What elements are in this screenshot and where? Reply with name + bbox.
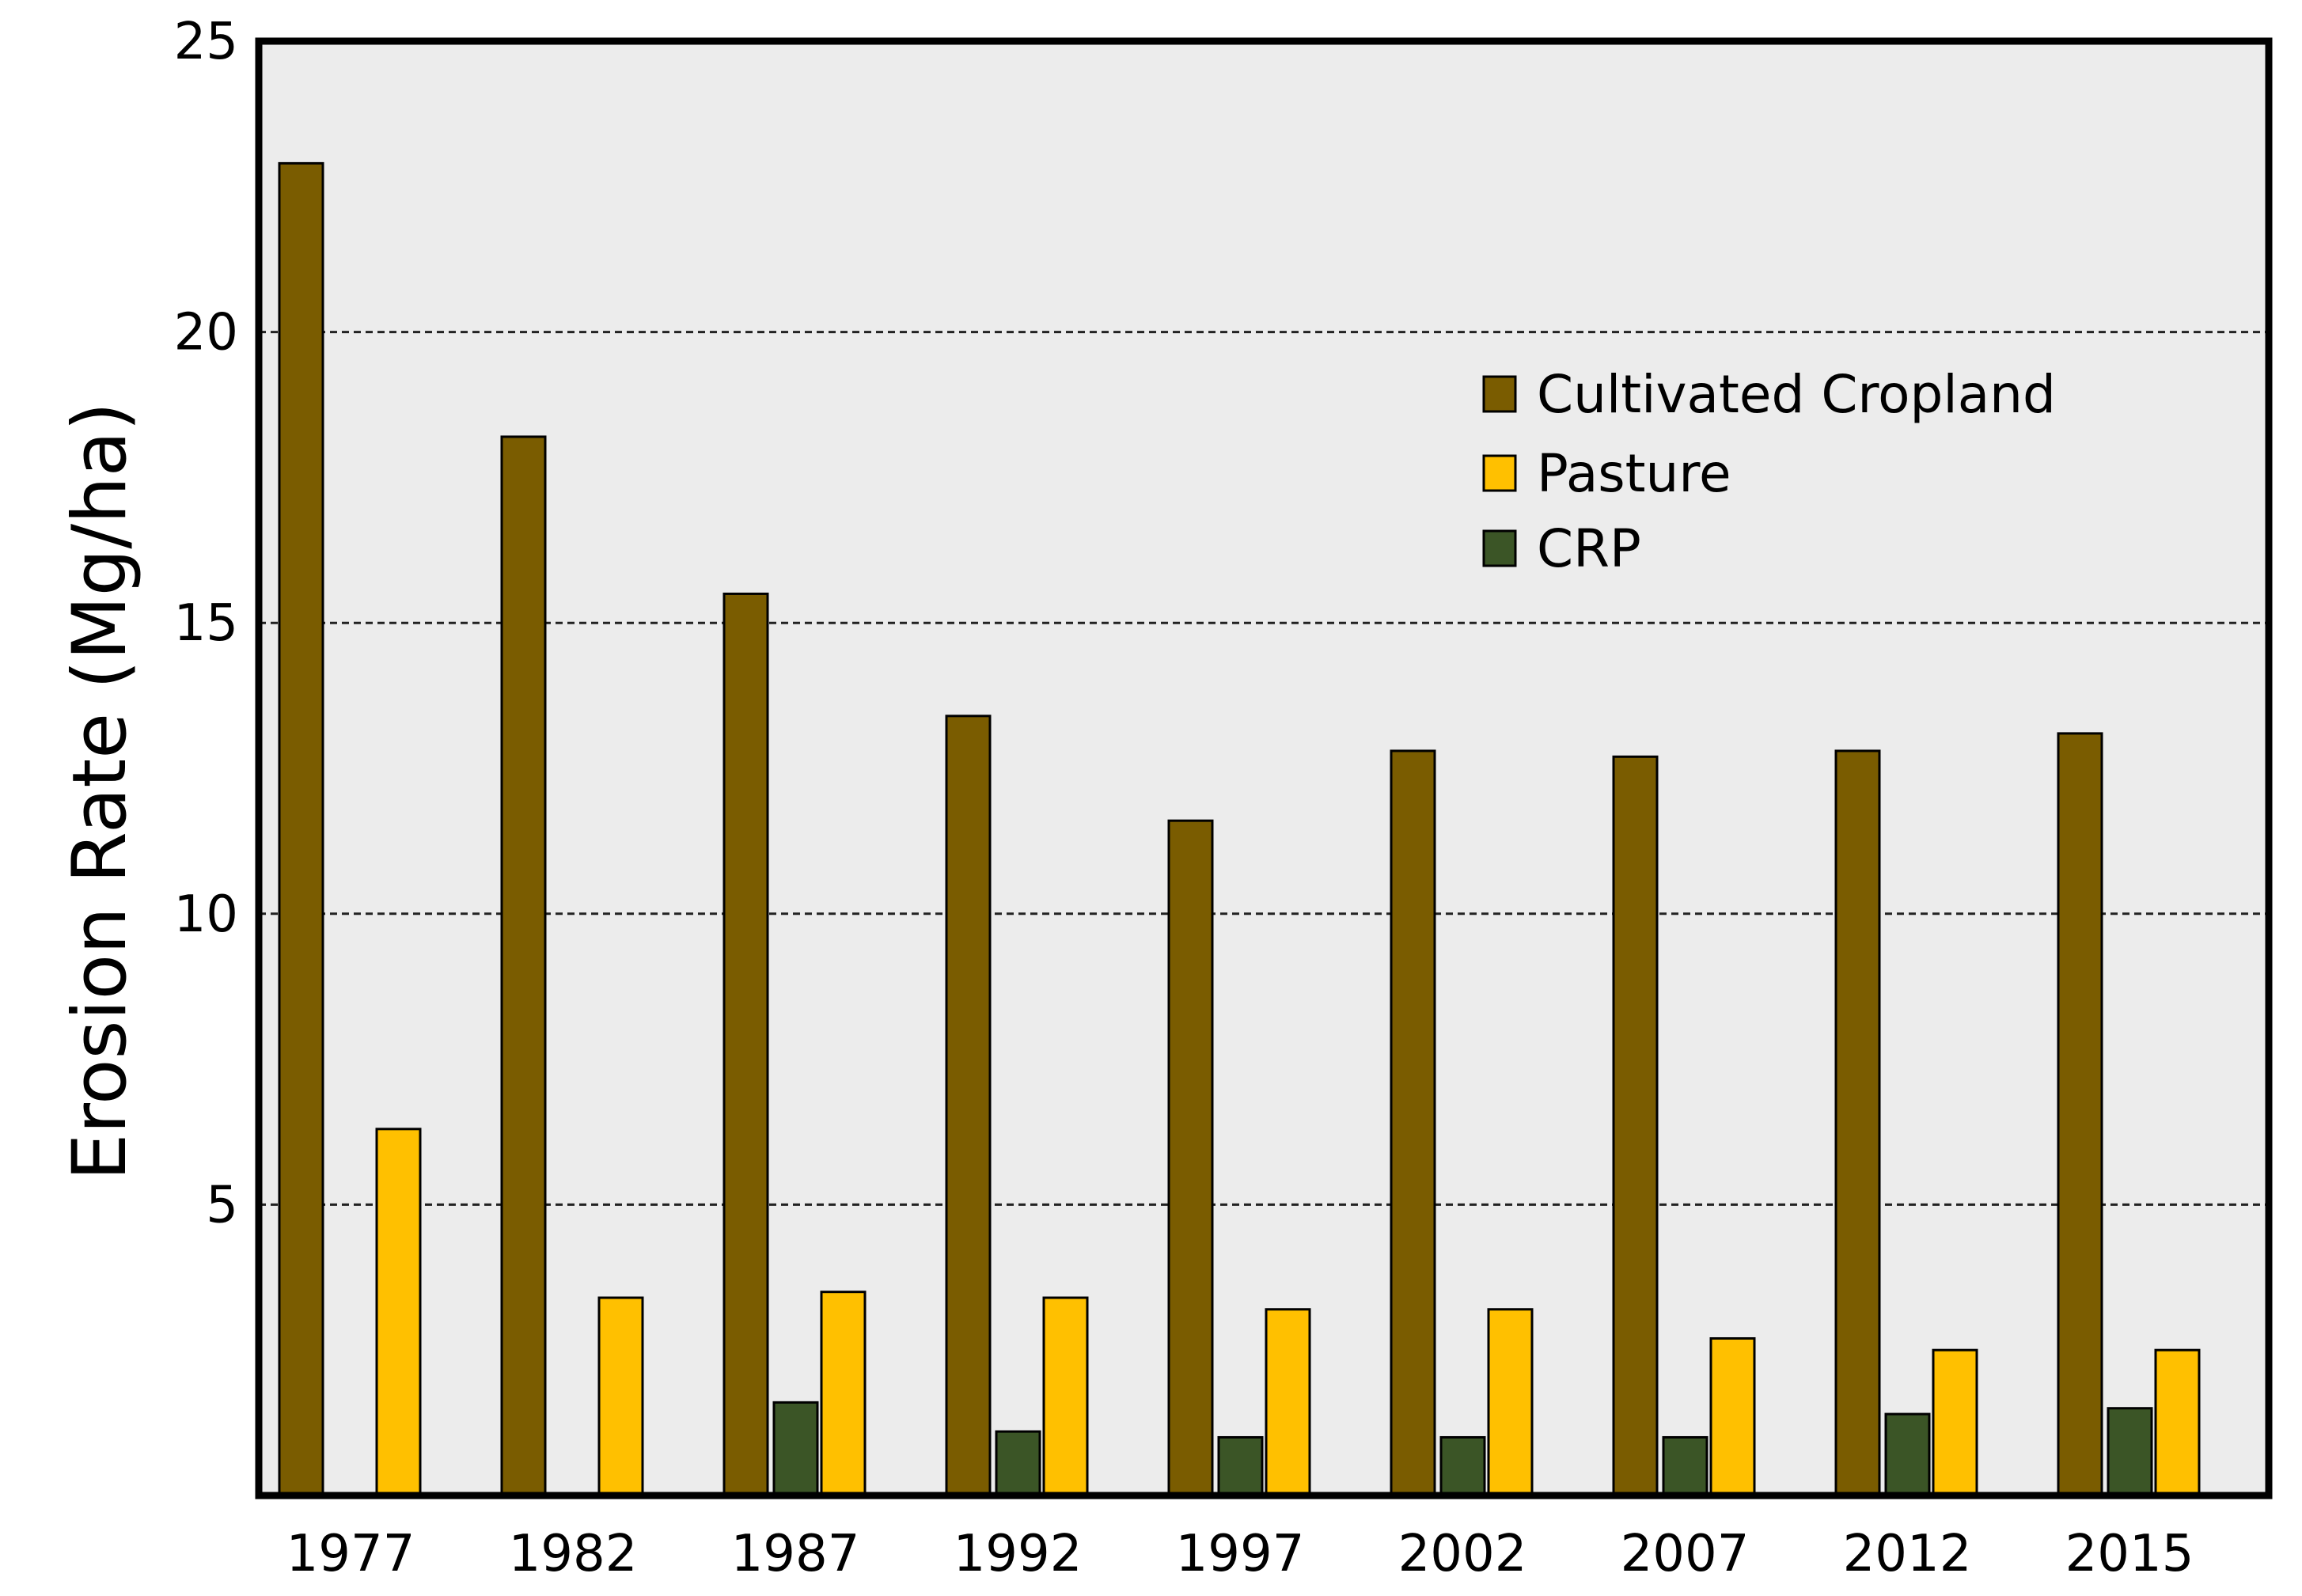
y-tick-label: 15 <box>174 594 238 653</box>
bar-pasture-2015 <box>2154 1348 2201 1497</box>
x-axis-ticks: 1977 1982 1987 1992 1997 2002 2007 2012 2015 <box>286 1525 2194 1583</box>
bar-crp-2015 <box>2107 1407 2153 1497</box>
x-tick-label: 1982 <box>509 1525 638 1583</box>
bar-crp-2007 <box>1662 1435 1708 1497</box>
y-tick-label: 10 <box>174 885 238 944</box>
bar-crp-1997 <box>1217 1435 1264 1497</box>
legend-label: CRP <box>1537 518 1641 579</box>
bar-pasture-1997 <box>1265 1308 1311 1497</box>
y-tick-label: 5 <box>206 1176 238 1234</box>
bar-cultivated-cropland-2015 <box>2057 732 2103 1497</box>
x-tick-label: 1977 <box>286 1525 415 1583</box>
bar-pasture-2012 <box>1932 1348 1978 1497</box>
bar-pasture-1987 <box>820 1291 867 1497</box>
bar-pasture-2002 <box>1487 1308 1534 1497</box>
legend-label: Cultivated Cropland <box>1537 364 2056 425</box>
bar-cultivated-cropland-1992 <box>945 715 992 1497</box>
legend-label: Pasture <box>1537 443 1731 504</box>
bar-pasture-1992 <box>1042 1296 1089 1497</box>
plot-area-background <box>259 41 2269 1496</box>
bar-crp-1992 <box>995 1430 1041 1497</box>
x-tick-label: 1992 <box>954 1525 1083 1583</box>
x-tick-label: 2015 <box>2065 1525 2194 1583</box>
x-tick-label: 2012 <box>1843 1525 1972 1583</box>
bar-cultivated-cropland-1982 <box>500 435 547 1497</box>
x-tick-label: 1987 <box>731 1525 860 1583</box>
x-tick-label: 2002 <box>1398 1525 1527 1583</box>
x-tick-label: 2007 <box>1621 1525 1750 1583</box>
y-tick-label: 20 <box>174 304 238 362</box>
bar-pasture-1982 <box>597 1296 644 1497</box>
bars <box>278 161 2201 1497</box>
bar-cultivated-cropland-2007 <box>1612 755 1659 1497</box>
legend-swatch <box>1482 529 1517 567</box>
x-tick-label: 1997 <box>1176 1525 1305 1583</box>
plot-area-frame <box>255 37 2273 1499</box>
y-tick-label: 25 <box>174 13 238 71</box>
y-axis-title: Erosion Rate (Mg/ha) <box>57 402 143 1181</box>
legend-swatch <box>1482 454 1517 492</box>
bar-cultivated-cropland-1987 <box>722 592 769 1497</box>
bar-pasture-1977 <box>375 1128 422 1497</box>
bar-pasture-2007 <box>1709 1336 1756 1497</box>
bar-crp-1987 <box>772 1401 819 1497</box>
legend-swatch <box>1482 375 1517 413</box>
y-axis-ticks: 5 10 15 20 25 <box>174 13 238 1234</box>
bar-crp-2012 <box>1884 1412 1931 1497</box>
bar-cultivated-cropland-1977 <box>278 161 324 1497</box>
bar-cultivated-cropland-1997 <box>1167 819 1214 1497</box>
bar-crp-2002 <box>1439 1435 1486 1497</box>
bar-cultivated-cropland-2002 <box>1390 749 1436 1497</box>
bar-cultivated-cropland-2012 <box>1834 749 1881 1497</box>
legend: Cultivated Cropland Pasture CRP <box>1482 364 2056 579</box>
